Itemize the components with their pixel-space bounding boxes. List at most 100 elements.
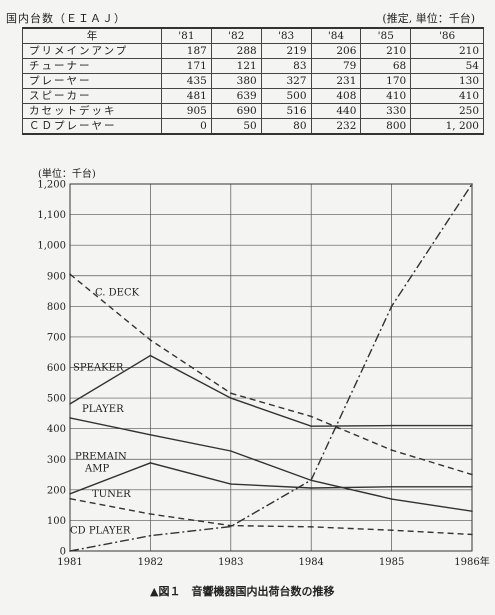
y-tick-label: 800 [47,302,66,313]
data-point [149,534,152,537]
data-point [310,487,313,489]
data-point [69,497,71,500]
table-cell: 327 [260,73,312,89]
series-line [69,498,473,536]
x-tick-label: 1985 [379,557,404,568]
table-title: 国内台数（ＥＩＡＪ） [6,12,126,25]
table-cell: 440 [310,103,362,119]
data-point [230,392,232,394]
data-point [69,403,71,405]
table-cell: 905 [161,103,212,119]
table-cell: 130 [410,73,484,89]
series-label: SPEAKER [73,363,124,374]
data-point [149,354,152,357]
data-point [390,485,393,488]
series-label: PLAYER [82,404,124,415]
data-point [149,513,152,515]
table-unit-note: (推定, 単位：千台) [382,12,475,25]
y-tick-label: 300 [47,455,66,466]
y-tick-label: 100 [47,516,66,527]
table-cell: 516 [260,103,312,119]
series-labels: C. DECK SPEAKER PLAYER PREMAIN AMP TUNER CD PL… [70,288,140,537]
table-header-row: 年 '81 '82 '83 '84 '85 '86 [22,27,484,44]
data-point [69,550,71,552]
data-point [310,526,313,528]
shipment-table: 年 '81 '82 '83 '84 '85 '86 プリメインアンプ 187 2… [22,27,484,135]
series-lines [69,183,473,552]
x-tick-label: 1982 [138,557,163,568]
table-cell: 121 [210,58,262,74]
series-label: CD PLAYER [70,526,131,537]
x-tick-label: 1986年 [454,555,489,568]
table-cell: 639 [210,88,262,104]
y-tick-label: 600 [47,363,66,374]
series-line [69,462,472,495]
table-cell: 380 [210,73,262,89]
table-cell: 0 [161,118,212,135]
table-row: プリメインアンプ 187 288 219 206 210 210 [22,43,484,59]
data-point [69,417,71,419]
table-row: カセットデッキ 905 690 516 440 330 250 [22,103,484,119]
chart-grid [69,183,473,552]
data-point [230,525,232,528]
y-tick-label: 200 [47,485,66,496]
table-cell: 330 [360,103,412,119]
data-point [471,533,473,536]
series-label: TUNER [92,489,131,500]
data-point [230,397,232,399]
data-point [149,339,152,341]
y-tick-label: 1,000 [37,241,66,252]
series-label: PREMAIN AMP [75,451,127,474]
data-point [471,424,473,427]
data-point [390,424,393,427]
data-point [471,510,473,513]
y-tick-label: 400 [47,424,66,435]
data-point [310,425,313,428]
figure-caption: ▲図１ 音響機器国内出荷台数の推移 [150,585,335,598]
data-point [310,415,313,418]
data-point [310,479,313,481]
data-point [390,305,393,308]
data-point [230,450,232,452]
series-line [69,417,473,512]
data-point [149,462,152,464]
table-row-label: プレーヤー [22,73,162,89]
table-cell: 68 [360,58,412,74]
table-row: ＣＤプレーヤー 0 50 80 232 800 1, 200 [22,118,484,135]
x-tick-label: 1984 [298,557,323,568]
table-cell: 50 [210,118,262,135]
table-header-cell: '81 [161,27,212,44]
y-tick-label: 1,200 [37,180,66,191]
data-point [390,498,393,500]
axis-ticks: 0 100 200 300 400 500 600 700 800 900 1,000 1,100 1,… [37,180,489,569]
data-point [149,433,152,436]
table-row-label: カセットデッキ [22,103,162,119]
x-tick-label: 1981 [57,557,82,568]
data-point [390,529,393,532]
series-line [69,273,473,476]
table-cell: 232 [310,118,362,135]
data-point [471,485,473,488]
data-point [230,483,232,485]
y-tick-label: 700 [47,332,66,343]
y-tick-label: 500 [47,394,66,405]
y-tick-label: 1,100 [37,210,66,221]
data-point [69,493,71,495]
y-tick-label: 0 [60,547,66,558]
table-row-label: プリメインアンプ [22,43,162,59]
table-cell: 410 [360,88,412,104]
data-point [390,449,393,451]
table-cell: 1, 200 [410,118,484,135]
table-cell: 250 [410,103,484,119]
y-axis-unit-label: (単位：千台) [38,167,96,180]
table-cell: 80 [260,118,312,135]
y-tick-label: 900 [47,271,66,282]
series-line [69,354,472,427]
series-line [69,183,473,552]
table-cell: 435 [161,73,212,89]
table-row-label: スピーカー [22,88,162,104]
table-row-label: ＣＤプレーヤー [22,118,162,135]
plot-frame [69,183,473,552]
x-tick-label: 1983 [218,557,243,568]
